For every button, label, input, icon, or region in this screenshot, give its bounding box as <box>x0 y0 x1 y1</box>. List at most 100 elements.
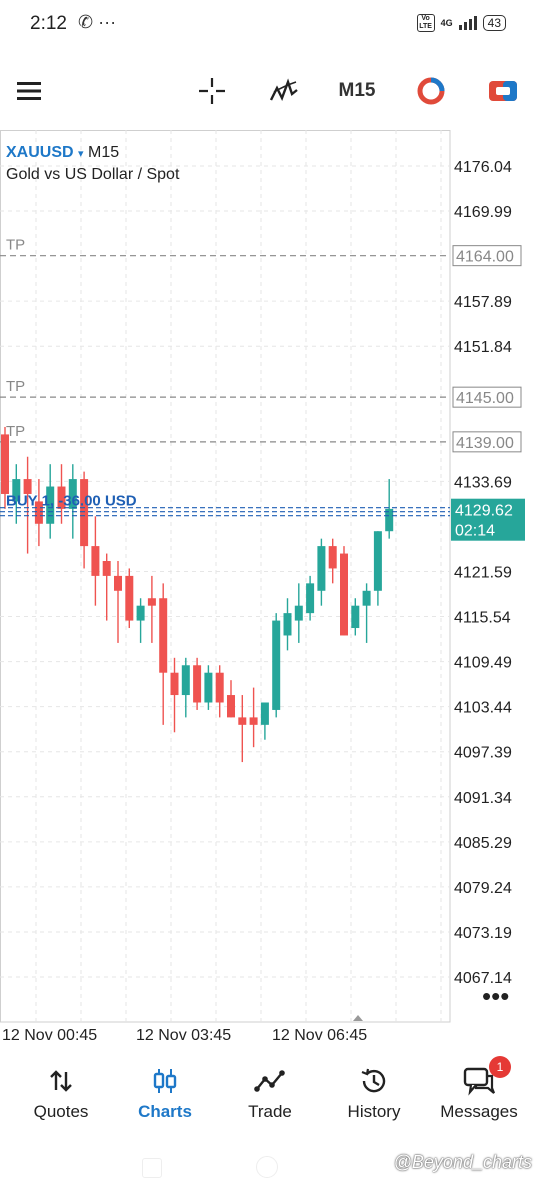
plot-frame <box>0 130 451 1023</box>
candle-body <box>102 560 111 576</box>
candle-body <box>272 620 281 710</box>
candle-body <box>362 590 371 606</box>
candle-body <box>23 479 32 494</box>
candle-body <box>306 583 315 614</box>
candle-body <box>159 598 168 673</box>
messages-badge: 1 <box>489 1056 511 1078</box>
nav-charts-label: Charts <box>138 1102 192 1121</box>
price-tick-label: 4067.14 <box>454 970 512 987</box>
nav-quotes[interactable]: Quotes <box>11 1064 111 1122</box>
one-click-trade-icon[interactable] <box>486 60 520 122</box>
take-profit-label: TP <box>6 378 25 395</box>
more-options-icon[interactable]: ••• <box>482 981 509 1011</box>
system-gesture-bar <box>0 1140 540 1200</box>
messages-icon: 1 <box>429 1056 529 1098</box>
take-profit-label: TP <box>6 237 25 254</box>
candle-body <box>34 501 43 524</box>
price-tick-label: 4115.54 <box>454 610 511 627</box>
take-profit-price-box <box>452 245 522 267</box>
recents-button-icon[interactable] <box>142 1158 162 1178</box>
candle-body <box>80 479 89 547</box>
candle-body <box>12 479 21 502</box>
nav-charts[interactable]: Charts <box>115 1064 215 1122</box>
price-tick-label: 4085.29 <box>454 835 512 852</box>
symbol-selector[interactable]: XAUUSD ▾ M15 <box>6 144 119 162</box>
candle-body <box>238 717 247 725</box>
current-price-tag <box>451 498 525 541</box>
quotes-arrows-icon <box>11 1064 111 1098</box>
status-time: 2:12 <box>30 13 67 34</box>
candle-body <box>283 613 292 636</box>
scroll-end-marker-icon[interactable] <box>353 1015 363 1021</box>
current-price: 4129.62 <box>455 503 513 520</box>
nav-history[interactable]: History <box>324 1064 424 1122</box>
candle-body <box>351 605 360 629</box>
candle-body <box>385 508 394 532</box>
nav-messages-label: Messages <box>440 1102 518 1121</box>
price-tick-label: 4157.89 <box>454 294 512 311</box>
bottom-navigation: Quotes Charts Trade History 1 Messages <box>0 1050 540 1136</box>
price-tick-label: 4097.39 <box>454 745 512 762</box>
battery-icon: 43 <box>482 15 506 31</box>
candle-body <box>340 553 348 636</box>
price-tick-label: 4073.19 <box>454 925 512 942</box>
candle-body <box>373 531 382 591</box>
price-tick-label: 4121.59 <box>454 565 512 582</box>
watermark: @Beyond_charts <box>393 1152 532 1172</box>
take-profit-price: 4145.00 <box>456 390 514 407</box>
timeframe-button[interactable]: M15 <box>338 80 376 101</box>
history-clock-icon <box>324 1064 424 1098</box>
volte-icon: Vo LTE <box>416 14 435 32</box>
symbol-timeframe: M15 <box>88 144 120 161</box>
candle-body <box>1 434 9 494</box>
symbol-dropdown-icon[interactable]: ▾ <box>78 148 84 160</box>
crosshair-icon[interactable] <box>194 60 230 122</box>
status-bar: 2:12 ✆ ··· Vo LTE 4G 43 <box>0 0 540 48</box>
status-notification-icons: ✆ ··· <box>78 12 117 32</box>
price-chart[interactable]: 4176.04 4169.99 4157.89 4151.84 4133.69 4121.… <box>0 130 540 1050</box>
candle-body <box>136 605 145 621</box>
candle-body <box>227 695 235 718</box>
nav-messages[interactable]: 1 Messages <box>429 1056 529 1122</box>
candle-body <box>317 546 326 591</box>
take-profit-price-box <box>452 386 522 408</box>
price-tick-label: 4151.84 <box>454 339 512 356</box>
price-tick-label: 4103.44 <box>454 700 512 717</box>
candle-body <box>125 575 134 621</box>
price-tick-label: 4091.34 <box>454 790 512 807</box>
home-button-icon[interactable] <box>256 1156 278 1178</box>
charts-candles-icon <box>115 1064 215 1098</box>
trade-line-icon <box>220 1064 320 1098</box>
take-profit-price: 4164.00 <box>456 249 514 266</box>
candle-body <box>215 672 224 703</box>
candle-body <box>57 486 66 509</box>
take-profit-price: 4139.00 <box>456 435 514 452</box>
candle-body <box>294 605 303 621</box>
time-axis-label: 12 Nov 03:45 <box>136 1027 231 1044</box>
status-right-group: Vo LTE 4G 43 <box>416 14 506 32</box>
take-profit-price-box <box>452 431 522 453</box>
symbol-name[interactable]: XAUUSD <box>6 144 74 161</box>
candle-body <box>68 479 77 509</box>
candle-body <box>328 546 337 569</box>
candle-body <box>114 575 122 591</box>
indicators-icon[interactable] <box>266 60 302 122</box>
price-tick-label: 4079.24 <box>454 880 512 897</box>
candle-body <box>249 717 258 725</box>
hamburger-menu-icon[interactable] <box>12 60 46 122</box>
signal-icon <box>458 16 477 30</box>
candle-body <box>46 486 55 524</box>
nav-quotes-label: Quotes <box>33 1102 89 1121</box>
candle-body <box>147 598 156 606</box>
candle-body <box>181 665 190 696</box>
candle-body <box>260 702 269 725</box>
order-label: BUY 1, -36.00 USD <box>6 493 137 510</box>
chart-toolbar: M15 <box>0 60 540 122</box>
nav-trade[interactable]: Trade <box>220 1064 320 1122</box>
nav-trade-label: Trade <box>248 1102 292 1121</box>
candle-body <box>193 665 202 703</box>
chart-canvas[interactable]: 4176.04 4169.99 4157.89 4151.84 4133.69 4121.… <box>0 130 540 1050</box>
candle-body <box>204 672 213 703</box>
take-profit-label: TP <box>6 423 25 440</box>
pie-toggle-icon[interactable] <box>414 60 448 122</box>
